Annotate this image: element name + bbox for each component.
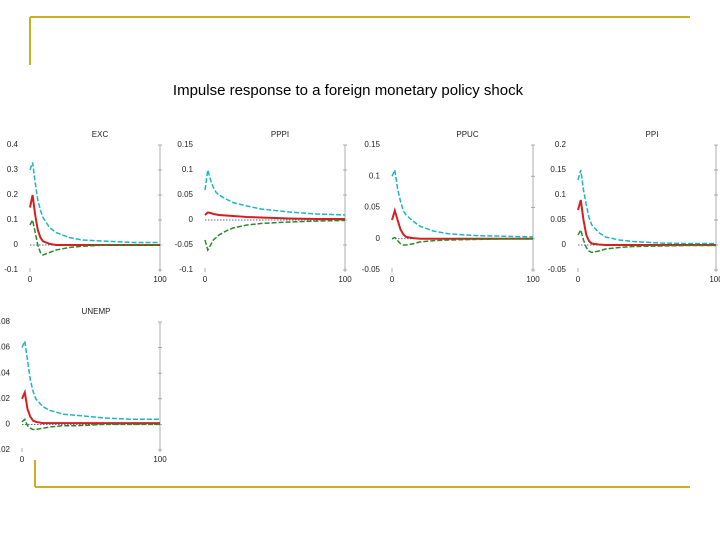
chart-title: PPI xyxy=(646,130,659,139)
x-tick-label: 0 xyxy=(576,275,581,284)
series-line xyxy=(21,338,160,421)
chart-title: PPUC xyxy=(456,130,478,139)
x-tick-label: 100 xyxy=(338,275,352,284)
series-line xyxy=(391,236,533,246)
y-tick-label: -0.05 xyxy=(175,240,194,249)
series-line xyxy=(577,199,716,246)
y-tick-label: -0.02 xyxy=(0,445,11,454)
series-line xyxy=(204,169,346,216)
y-tick-label: -0.05 xyxy=(362,265,381,274)
series-line xyxy=(577,169,716,245)
y-tick-label: 0.05 xyxy=(364,203,380,212)
x-tick-label: 0 xyxy=(203,275,208,284)
x-tick-label: 100 xyxy=(153,275,167,284)
x-tick-label: 100 xyxy=(153,455,167,464)
y-tick-label: 0.06 xyxy=(0,343,11,352)
series-line xyxy=(29,217,160,256)
y-tick-label: -0.1 xyxy=(4,265,18,274)
y-tick-label: 0.1 xyxy=(369,171,381,180)
chart-title: EXC xyxy=(92,130,109,139)
series-line xyxy=(391,167,534,238)
slide-title: Impulse response to a foreign monetary p… xyxy=(173,82,524,99)
series-line xyxy=(21,388,160,425)
x-tick-label: 100 xyxy=(526,275,540,284)
x-tick-label: 0 xyxy=(28,275,33,284)
y-tick-label: 0.05 xyxy=(177,190,193,199)
y-tick-label: -0.1 xyxy=(179,265,193,274)
series-line xyxy=(204,219,346,252)
y-tick-label: 0.4 xyxy=(7,140,19,149)
series-line xyxy=(204,211,345,220)
series-line xyxy=(29,194,160,246)
series-line xyxy=(577,228,716,254)
series-line xyxy=(21,418,160,431)
series-line xyxy=(29,162,160,244)
x-tick-label: 0 xyxy=(20,455,25,464)
y-tick-label: 0.1 xyxy=(7,215,19,224)
y-tick-label: 0.15 xyxy=(177,140,193,149)
x-tick-label: 0 xyxy=(390,275,395,284)
y-tick-label: 0 xyxy=(376,234,381,243)
y-tick-label: 0.3 xyxy=(7,165,19,174)
y-tick-label: 0.08 xyxy=(0,317,11,326)
y-tick-label: 0.2 xyxy=(7,190,19,199)
y-tick-label: 0 xyxy=(189,215,194,224)
y-tick-label: 0 xyxy=(6,420,11,429)
y-tick-label: -0.05 xyxy=(548,265,567,274)
y-tick-label: 0.15 xyxy=(364,140,380,149)
y-tick-label: 0.05 xyxy=(550,215,566,224)
y-tick-label: 0 xyxy=(562,240,567,249)
y-tick-label: 0.1 xyxy=(182,165,194,174)
y-tick-label: 0.04 xyxy=(0,368,11,377)
y-tick-label: 0.2 xyxy=(555,140,567,149)
chart-title: PPPI xyxy=(271,130,289,139)
chart-title: UNEMP xyxy=(82,307,111,316)
y-tick-label: 0.02 xyxy=(0,394,11,403)
y-tick-label: 0 xyxy=(14,240,19,249)
y-tick-label: 0.15 xyxy=(550,165,566,174)
x-tick-label: 100 xyxy=(709,275,720,284)
y-tick-label: 0.1 xyxy=(555,190,567,199)
